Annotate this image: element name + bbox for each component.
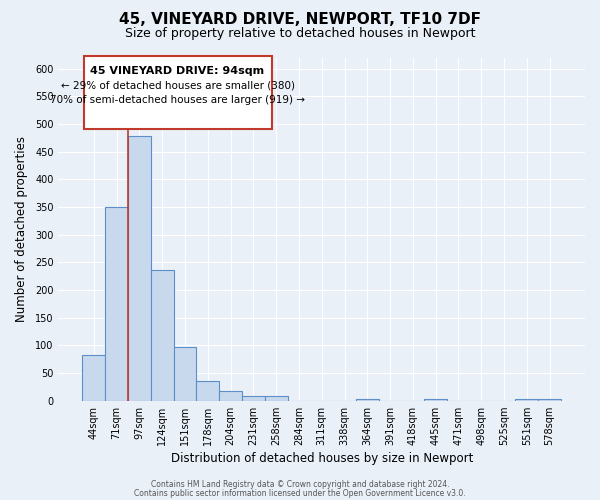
Text: Size of property relative to detached houses in Newport: Size of property relative to detached ho… — [125, 28, 475, 40]
Bar — [82, 355, 105, 401]
Bar — [105, 207, 128, 400]
Bar — [151, 270, 173, 400]
Bar — [173, 347, 196, 401]
Bar — [128, 136, 151, 400]
Text: 45, VINEYARD DRIVE, NEWPORT, TF10 7DF: 45, VINEYARD DRIVE, NEWPORT, TF10 7DF — [119, 12, 481, 28]
Y-axis label: Number of detached properties: Number of detached properties — [15, 136, 28, 322]
Text: ← 29% of detached houses are smaller (380): ← 29% of detached houses are smaller (38… — [61, 80, 295, 90]
Bar — [356, 399, 379, 400]
Bar — [265, 396, 287, 400]
Bar — [538, 399, 561, 400]
Text: 45 VINEYARD DRIVE: 94sqm: 45 VINEYARD DRIVE: 94sqm — [91, 66, 265, 76]
X-axis label: Distribution of detached houses by size in Newport: Distribution of detached houses by size … — [170, 452, 473, 465]
Text: Contains public sector information licensed under the Open Government Licence v3: Contains public sector information licen… — [134, 488, 466, 498]
Bar — [219, 390, 242, 400]
Bar — [515, 399, 538, 400]
Text: 70% of semi-detached houses are larger (919) →: 70% of semi-detached houses are larger (… — [50, 94, 305, 104]
Bar — [424, 399, 447, 400]
Text: Contains HM Land Registry data © Crown copyright and database right 2024.: Contains HM Land Registry data © Crown c… — [151, 480, 449, 489]
FancyBboxPatch shape — [83, 56, 272, 130]
Bar — [196, 382, 219, 400]
Bar — [242, 396, 265, 400]
